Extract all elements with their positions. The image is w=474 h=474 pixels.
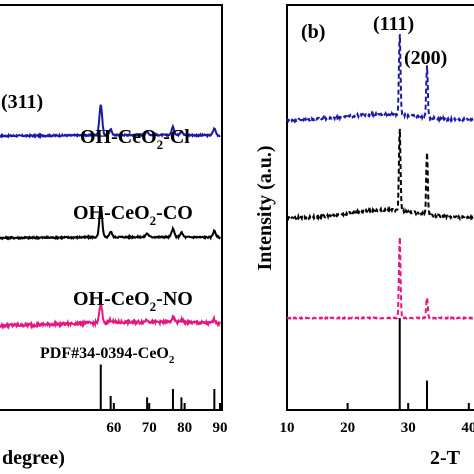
left-peak-label-311: (311) [1,91,43,113]
x-tick-label: 30 [401,420,416,436]
peak-label-200: (200) [404,47,447,69]
series-line-1 [0,205,221,241]
series-line-2 [286,237,474,321]
left-x-axis-title: degree) [2,447,65,469]
legend-label-cl: OH-CeO2-Cl [80,126,190,152]
series-line-2 [0,302,221,331]
reference-label: PDF#34-0394-CeO2 [40,345,175,366]
right-plot-frame [286,4,474,411]
right-panel: 10 20 30 40 (b) (111) (200) Intensity (a.u.… [254,4,474,469]
left-panel: 60 70 80 90 (311) OH-CeO2-Cl OH-CeO2-CO OH-… [0,4,228,469]
left-plot-frame [0,4,223,411]
legend-label-no: OH-CeO2-NO [73,288,193,314]
x-tick-label: 60 [106,420,121,436]
legend-label-co: OH-CeO2-CO [73,202,193,228]
right-x-axis-title: 2-T [430,447,461,469]
x-tick-label: 70 [142,420,157,436]
x-tick-label: 90 [213,420,228,436]
series-line-1 [286,128,474,223]
x-tick-label: 40 [461,420,474,436]
y-axis-title: Intensity (a.u.) [254,145,276,270]
x-tick-label: 10 [280,420,295,436]
x-tick-label: 80 [177,420,192,436]
peak-label-111: (111) [373,13,414,35]
series-line-0 [0,104,221,140]
x-tick-label: 20 [340,420,355,436]
panel-label-b: (b) [301,21,325,43]
